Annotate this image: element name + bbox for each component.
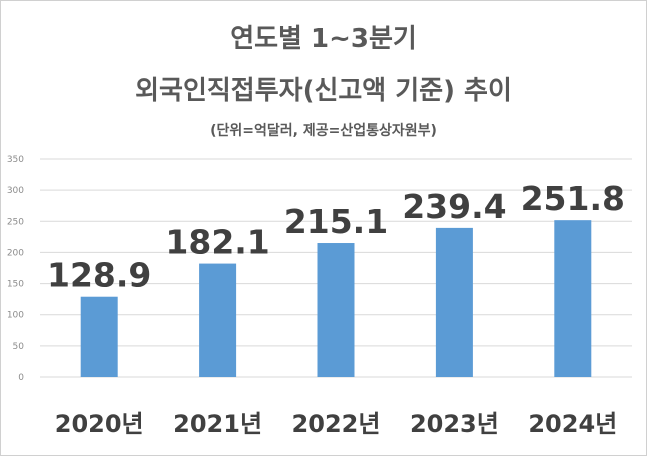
data-label: 215.1 [284,202,388,241]
data-labels: 128.9 182.1 215.1 239.4 251.8 [47,179,625,295]
bars [80,220,592,377]
y-tick-label: 300 [7,186,24,196]
bar [554,220,592,377]
y-axis-ticks: 0 50 100 150 200 250 300 350 [7,155,24,383]
data-label: 239.4 [402,187,506,226]
x-tick-label: 2022년 [292,410,381,438]
y-tick-label: 150 [7,280,24,290]
bar [317,243,355,377]
bar [80,296,118,377]
x-tick-label: 2020년 [55,410,144,438]
y-tick-label: 50 [13,342,25,352]
bar [435,227,473,377]
data-label: 128.9 [47,256,151,295]
chart-title: 연도별 1~3분기 [230,24,417,54]
x-tick-label: 2023년 [410,410,499,438]
x-tick-label: 2021년 [173,410,262,438]
y-tick-label: 0 [18,373,24,383]
data-label: 251.8 [521,179,625,218]
chart-subtitle: 외국인직접투자(신고액 기준) 추이 [135,76,512,106]
chart-note: (단위=억달러, 제공=산업통상자원부) [210,123,437,139]
x-axis-labels: 2020년 2021년 2022년 2023년 2024년 [55,410,617,438]
y-tick-label: 350 [7,155,24,165]
y-tick-label: 200 [7,248,24,258]
bar [199,263,237,377]
data-label: 182.1 [165,223,269,262]
y-tick-label: 100 [7,311,24,321]
y-tick-label: 250 [7,217,24,227]
x-tick-label: 2024년 [528,410,617,438]
